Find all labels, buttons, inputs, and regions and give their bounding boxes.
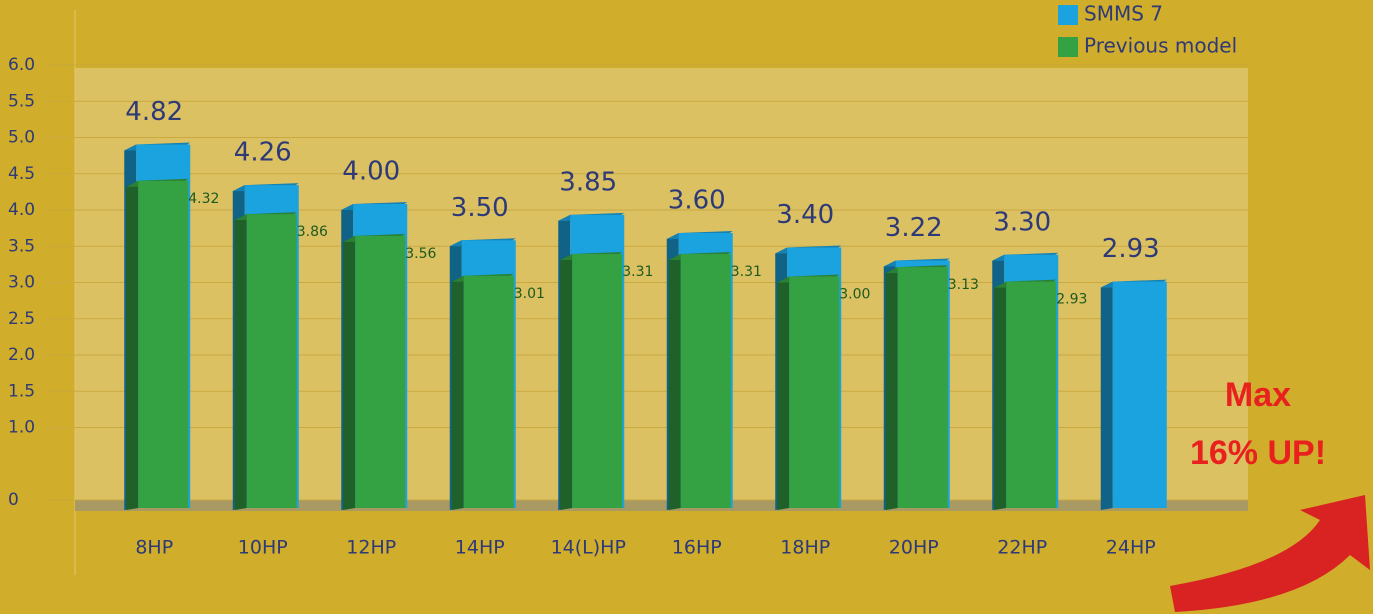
x-tick-label: 14HP — [455, 537, 505, 559]
legend-swatch — [1058, 37, 1078, 57]
value-label: 3.85 — [559, 167, 617, 197]
y-tick-label: 4.5 — [8, 164, 35, 184]
x-tick-label: 8HP — [135, 537, 173, 559]
annotation: Max — [1225, 376, 1291, 414]
bar — [464, 276, 514, 508]
value-label: 3.86 — [297, 224, 328, 240]
bar — [1006, 282, 1056, 508]
y-tick-label: 5.0 — [8, 128, 35, 148]
value-label: 4.82 — [125, 97, 183, 127]
value-label: 3.50 — [451, 193, 509, 223]
bar — [681, 254, 731, 508]
bar — [789, 277, 839, 509]
y-tick-label: 2.5 — [8, 309, 35, 329]
bar — [355, 236, 405, 508]
x-tick-label: 10HP — [238, 537, 288, 559]
bar — [572, 254, 622, 508]
value-label: 3.01 — [514, 286, 545, 302]
y-tick-label: 1.0 — [8, 418, 35, 438]
bar-side — [886, 267, 898, 510]
value-label: 3.00 — [839, 287, 870, 303]
bar-side — [994, 282, 1006, 510]
x-tick-label: 14(L)HP — [551, 537, 626, 559]
y-tick-label: 4.0 — [8, 200, 35, 220]
bar — [138, 181, 188, 508]
bar — [898, 267, 948, 508]
y-tick-label: 1.5 — [8, 381, 35, 401]
value-label: 3.13 — [948, 277, 979, 293]
chart: 0 1.0 1.5 2.0 2.5 3.0 3.5 4.0 4.5 5.0 5.5 6.0 8HP 4.… — [0, 0, 1373, 614]
bar-side — [452, 276, 464, 510]
value-label: 3.40 — [776, 200, 834, 230]
y-tick-label: 5.5 — [8, 91, 35, 111]
value-label: 3.30 — [993, 207, 1051, 237]
value-label: 3.22 — [885, 213, 943, 243]
value-label: 3.60 — [668, 186, 726, 216]
bar — [1113, 282, 1167, 508]
bar-side — [560, 254, 572, 510]
y-tick-label: 3.0 — [8, 273, 35, 293]
x-tick-label: 12HP — [346, 537, 396, 559]
bar-side — [235, 214, 247, 510]
bar-side — [1101, 282, 1113, 510]
y-tick-label: 3.5 — [8, 236, 35, 256]
x-tick-label: 24HP — [1106, 537, 1156, 559]
value-label: 4.32 — [188, 191, 219, 207]
bar-side — [126, 181, 138, 510]
x-tick-label: 16HP — [672, 537, 722, 559]
y-tick-label: 2.0 — [8, 345, 35, 365]
value-label: 4.26 — [234, 138, 292, 168]
legend-swatch — [1058, 5, 1078, 25]
bar-side — [777, 277, 789, 511]
annotation: 16% UP! — [1190, 434, 1326, 472]
value-label: 4.00 — [342, 157, 400, 187]
value-label: 2.93 — [1056, 292, 1087, 308]
x-tick-label: 20HP — [889, 537, 939, 559]
legend-label: Previous model — [1084, 34, 1237, 58]
bar-side — [343, 236, 355, 510]
x-tick-label: 18HP — [780, 537, 830, 559]
x-tick-label: 22HP — [997, 537, 1047, 559]
value-label: 3.56 — [405, 246, 436, 262]
value-label: 3.31 — [622, 264, 653, 280]
y-tick-label: 6.0 — [8, 55, 35, 75]
legend-label: SMMS 7 — [1084, 2, 1163, 26]
bar — [247, 214, 297, 508]
y-tick-label: 0 — [8, 490, 19, 510]
value-label: 3.31 — [731, 264, 762, 280]
value-label: 2.93 — [1102, 234, 1160, 264]
bar-side — [669, 254, 681, 510]
